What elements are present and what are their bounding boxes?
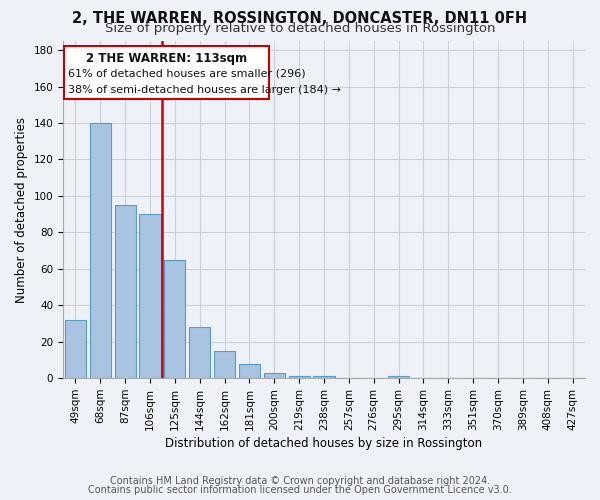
- Bar: [164, 260, 185, 378]
- Bar: [214, 351, 235, 378]
- Bar: [313, 376, 335, 378]
- Bar: [90, 123, 111, 378]
- Bar: [115, 205, 136, 378]
- X-axis label: Distribution of detached houses by size in Rossington: Distribution of detached houses by size …: [166, 437, 482, 450]
- Text: Contains HM Land Registry data © Crown copyright and database right 2024.: Contains HM Land Registry data © Crown c…: [110, 476, 490, 486]
- Bar: [64, 46, 269, 100]
- Text: Contains public sector information licensed under the Open Government Licence v3: Contains public sector information licen…: [88, 485, 512, 495]
- Text: 38% of semi-detached houses are larger (184) →: 38% of semi-detached houses are larger (…: [68, 85, 341, 95]
- Bar: [264, 372, 285, 378]
- Bar: [139, 214, 161, 378]
- Text: 2, THE WARREN, ROSSINGTON, DONCASTER, DN11 0FH: 2, THE WARREN, ROSSINGTON, DONCASTER, DN…: [73, 11, 527, 26]
- Bar: [189, 327, 210, 378]
- Y-axis label: Number of detached properties: Number of detached properties: [15, 116, 28, 302]
- Text: 61% of detached houses are smaller (296): 61% of detached houses are smaller (296): [68, 69, 306, 79]
- Bar: [239, 364, 260, 378]
- Text: 2 THE WARREN: 113sqm: 2 THE WARREN: 113sqm: [86, 52, 247, 64]
- Bar: [388, 376, 409, 378]
- Bar: [65, 320, 86, 378]
- Text: Size of property relative to detached houses in Rossington: Size of property relative to detached ho…: [105, 22, 495, 35]
- Bar: [289, 376, 310, 378]
